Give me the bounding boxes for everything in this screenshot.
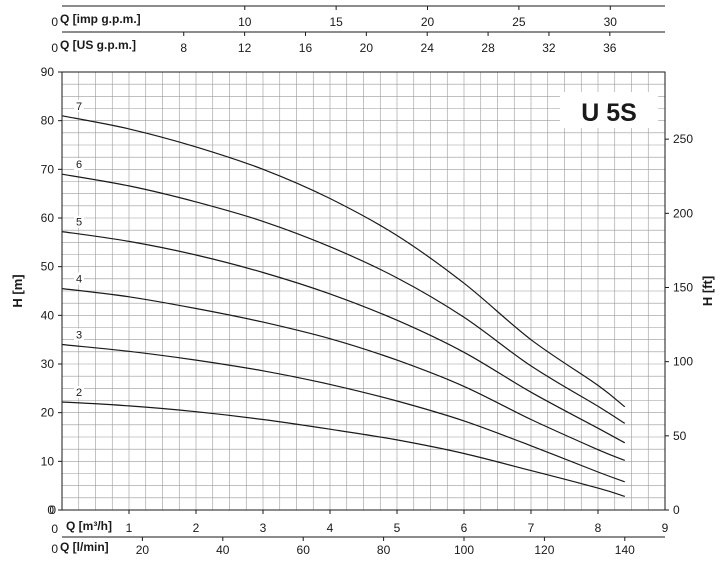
lmin-tick-label: 40 xyxy=(216,543,230,557)
curve-label-4: 4 xyxy=(76,274,82,286)
model-badge: U 5S xyxy=(560,92,658,128)
curve-label-2: 2 xyxy=(76,387,82,399)
curve-label-bg xyxy=(74,328,84,341)
imp-gpm-zero: 0 xyxy=(51,15,58,29)
lmin-tick-label: 20 xyxy=(136,543,150,557)
series-line-6 xyxy=(61,173,626,424)
m3h-zero: 0 xyxy=(51,522,58,536)
us-gpm-tick-label: 20 xyxy=(360,41,374,55)
us-gpm-axis-label: Q [US g.p.m.] xyxy=(60,38,136,52)
m3h-tick-label: 8 xyxy=(595,521,602,535)
series-line-3 xyxy=(61,343,626,483)
imp-gpm-tick-label: 20 xyxy=(421,15,435,29)
m3h-tick-label: 6 xyxy=(461,521,468,535)
m3h-tick-label: 5 xyxy=(394,521,401,535)
curve-label-bg xyxy=(74,272,84,285)
imp-gpm-tick-label: 30 xyxy=(604,15,618,29)
y-right-tick-label: 100 xyxy=(673,355,693,369)
grid xyxy=(62,72,665,510)
us-gpm-tick-label: 28 xyxy=(481,41,495,55)
series-line-7 xyxy=(61,115,626,408)
y-axis-left: 0 10 20 30 40 50 60 70 80 90 xyxy=(41,65,62,517)
curve-label-7: 7 xyxy=(76,101,82,113)
lmin-tick-label: 120 xyxy=(534,543,554,557)
imp-gpm-axis-label: Q [imp g.p.m.] xyxy=(60,12,141,26)
curve-labels: 2 3 4 5 6 7 xyxy=(74,99,84,399)
curve-label-5: 5 xyxy=(76,217,82,229)
y-right-tick-label: 150 xyxy=(673,280,693,294)
m3h-tick-label: 1 xyxy=(126,521,133,535)
series-line-2 xyxy=(61,401,625,497)
y-tick-label: 20 xyxy=(41,406,55,420)
us-gpm-tick-label: 8 xyxy=(180,41,187,55)
series-line-5 xyxy=(61,231,626,444)
curve-label-3: 3 xyxy=(76,330,82,342)
us-gpm-tick-label: 12 xyxy=(238,41,252,55)
curve-label-bg xyxy=(74,99,84,112)
y-right-tick-label: 200 xyxy=(673,206,693,220)
m3h-tick-label: 7 xyxy=(528,521,535,535)
y-tick-label: 10 xyxy=(41,454,55,468)
bottom-flow-axes: 00 Q [m³/h] 1 2 3 4 5 6 7 8 90 Q [l/min] 20 40 60 80 100… xyxy=(49,503,668,557)
y-zero-bottom: 0 xyxy=(49,503,56,517)
us-gpm-tick-label: 32 xyxy=(542,41,556,55)
y-tick-label: 40 xyxy=(41,308,55,322)
series-curves xyxy=(61,115,626,497)
curve-label-bg xyxy=(74,158,84,171)
y-axis-label: H [m] xyxy=(10,274,25,307)
m3h-axis-label: Q [m³/h] xyxy=(66,519,112,533)
imp-gpm-tick-label: 15 xyxy=(329,15,343,29)
curve-label-6: 6 xyxy=(76,159,82,171)
y-right-tick-label: 250 xyxy=(673,132,693,146)
us-gpm-tick-label: 24 xyxy=(421,41,435,55)
y-tick-label: 0 xyxy=(47,503,54,517)
y-tick-label: 80 xyxy=(41,114,55,128)
m3h-tick-label: 9 xyxy=(662,521,669,535)
y-tick-label: 90 xyxy=(41,65,55,79)
chart-title: U 5S xyxy=(581,99,637,127)
imp-gpm-tick-label: 25 xyxy=(512,15,526,29)
y-axis-right-label: H [ft] xyxy=(700,276,715,306)
y-axis-right: 0 50 100 150 200 250 xyxy=(665,132,693,517)
y-tick-label: 30 xyxy=(41,357,55,371)
lmin-zero: 0 xyxy=(51,542,58,556)
plot-frame xyxy=(61,71,666,511)
y-tick-label: 60 xyxy=(41,211,55,225)
lmin-tick-label: 100 xyxy=(454,543,474,557)
curve-label-bg xyxy=(74,215,84,228)
y-right-tick-label: 50 xyxy=(673,429,687,443)
us-gpm-zero: 0 xyxy=(51,41,58,55)
m3h-tick-label: 2 xyxy=(193,521,200,535)
y-right-tick-label: 0 xyxy=(673,503,680,517)
y-tick-label: 70 xyxy=(41,162,55,176)
series-line-4 xyxy=(61,288,626,461)
m3h-tick-label: 3 xyxy=(260,521,267,535)
us-gpm-tick-label: 16 xyxy=(299,41,313,55)
lmin-axis-label: Q [l/min] xyxy=(60,540,109,554)
y-tick-label: 50 xyxy=(41,260,55,274)
imp-gpm-tick-label: 10 xyxy=(238,15,252,29)
curve-label-bg xyxy=(74,385,84,398)
m3h-tick-label: 4 xyxy=(327,521,334,535)
lmin-tick-label: 60 xyxy=(297,543,311,557)
lmin-tick-label: 80 xyxy=(377,543,391,557)
us-gpm-tick-label: 36 xyxy=(603,41,617,55)
lmin-tick-label: 140 xyxy=(615,543,635,557)
